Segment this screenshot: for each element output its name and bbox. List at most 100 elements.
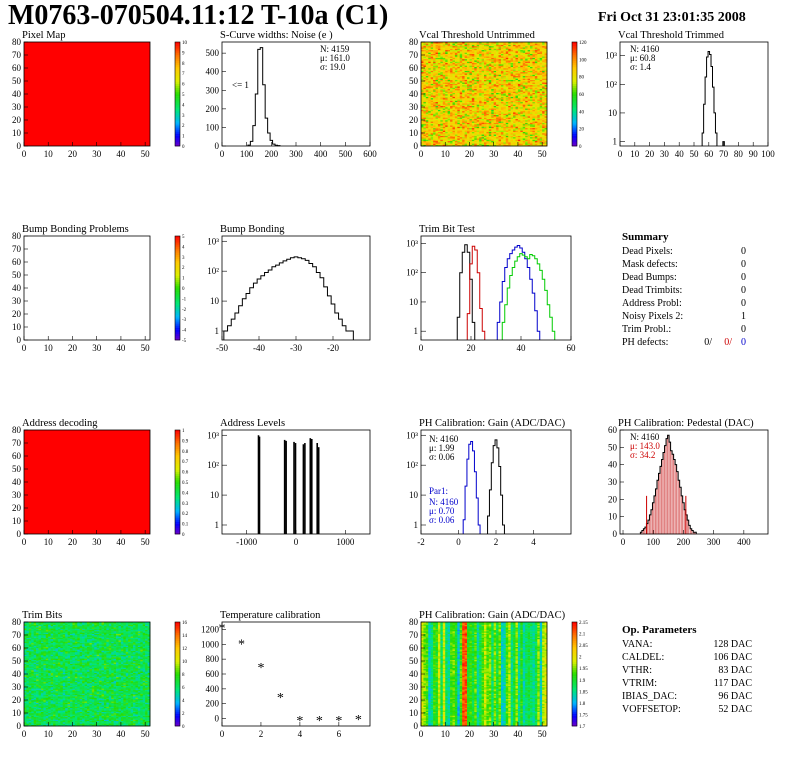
color-bar-segment xyxy=(175,445,180,447)
color-bar-segment xyxy=(572,140,577,142)
panel-title: Pixel Map xyxy=(22,30,65,41)
color-bar: -5-4-3-2-1012345 xyxy=(175,235,187,344)
panel-vcal-trimmed: Vcal Threshold Trimmed0 10 20 30 40 50 60 70 80 9… xyxy=(605,30,775,159)
color-bar-tick-label: -1 xyxy=(182,297,187,302)
y-tick-label: 10² xyxy=(605,79,617,89)
color-bar-tick-label: 0.1 xyxy=(182,523,189,528)
y-tick-label: 50 xyxy=(12,270,22,280)
histogram-series xyxy=(224,257,354,340)
y-tick-label: 80 xyxy=(12,425,22,435)
color-bar-segment xyxy=(175,129,180,131)
color-bar-segment xyxy=(175,115,180,117)
x-tick-label: 200 xyxy=(677,537,691,547)
color-bar-segment xyxy=(175,90,180,92)
color-bar-segment xyxy=(175,136,180,138)
y-tick-label: 10³ xyxy=(406,238,418,248)
color-bar-segment xyxy=(572,92,577,94)
plot-frame xyxy=(24,236,150,340)
x-tick-label: 0 xyxy=(419,343,424,353)
color-bar-tick-label: -5 xyxy=(182,339,187,344)
color-bar-segment xyxy=(175,307,180,309)
color-bar-segment xyxy=(175,75,180,77)
color-bar-segment xyxy=(175,67,180,69)
pedestal-bar xyxy=(677,472,679,534)
color-bar-segment xyxy=(175,315,180,317)
y-tick-label: 70 xyxy=(12,438,22,448)
x-tick-label: 30 xyxy=(660,149,670,159)
color-bar-tick-label: -4 xyxy=(182,329,187,334)
color-bar-segment xyxy=(175,121,180,123)
y-tick-label: 10 xyxy=(210,490,220,500)
color-bar-tick-label: 7 xyxy=(182,72,185,77)
color-bar-segment xyxy=(175,519,180,521)
y-tick-label: 50 xyxy=(12,464,22,474)
color-bar-segment xyxy=(175,125,180,127)
panel-title: Bump Bonding xyxy=(220,224,285,235)
color-bar-segment xyxy=(175,61,180,63)
color-bar-segment xyxy=(572,129,577,131)
x-tick-label: 40 xyxy=(116,537,126,547)
x-tick-label: 10 xyxy=(44,537,54,547)
stat2-title: Par1: xyxy=(429,486,448,496)
color-bar-segment xyxy=(175,459,180,461)
color-bar-segment xyxy=(175,236,180,238)
x-tick-label: 40 xyxy=(116,149,126,159)
y-tick-label: 500 xyxy=(206,48,220,58)
color-bar-segment xyxy=(572,44,577,46)
color-bar-segment xyxy=(175,265,180,267)
y-tick-label: 20 xyxy=(12,115,22,125)
color-bar-segment xyxy=(175,292,180,294)
color-bar-segment xyxy=(572,111,577,113)
color-bar-segment xyxy=(175,311,180,313)
x-tick-label: 1000 xyxy=(336,537,355,547)
color-bar-tick-label: 0.7 xyxy=(182,460,189,465)
y-tick-label: 1 xyxy=(414,520,419,530)
color-bar-segment xyxy=(175,273,180,275)
plot-frame xyxy=(421,236,571,340)
color-bar-tick-label: 10 xyxy=(182,41,188,46)
color-bar-segment xyxy=(572,52,577,54)
panel-title: PH Calibration: Gain (ADC/DAC) xyxy=(419,418,566,429)
y-tick-label: 60 xyxy=(12,63,22,73)
color-bar-tick-label: 1 xyxy=(182,135,185,140)
y-tick-label: 1 xyxy=(215,326,220,336)
heatmap-cells xyxy=(421,42,547,146)
pedestal-bar xyxy=(669,442,671,534)
x-tick-label: 20 xyxy=(68,537,78,547)
color-bar-tick-label: 9 xyxy=(182,51,185,56)
color-bar-segment xyxy=(175,54,180,56)
color-bar-segment xyxy=(175,528,180,530)
color-bar-segment xyxy=(175,447,180,449)
y-tick-label: 60 xyxy=(12,257,22,267)
color-bar-segment xyxy=(175,515,180,517)
x-tick-label: 10 xyxy=(630,149,640,159)
color-bar-segment xyxy=(175,472,180,474)
color-bar-tick-label: 6 xyxy=(182,83,185,88)
y-tick-label: 10 xyxy=(608,108,618,118)
color-bar-segment xyxy=(175,298,180,300)
color-bar-segment xyxy=(175,113,180,115)
y-tick-label: 10 xyxy=(409,490,419,500)
panel-title: Address Levels xyxy=(220,418,285,429)
x-tick-label: 20 xyxy=(467,343,477,353)
x-tick-label: 0 xyxy=(22,149,27,159)
y-tick-label: 0 xyxy=(215,141,220,151)
color-bar-segment xyxy=(175,240,180,242)
color-bar-tick-label: 0.4 xyxy=(182,491,189,496)
color-bar-tick-label: 0.6 xyxy=(182,471,189,476)
color-bar-tick-label: 0.3 xyxy=(182,502,189,507)
histogram-series xyxy=(463,441,480,534)
x-tick-label: 50 xyxy=(538,149,548,159)
color-bar-segment xyxy=(175,276,180,278)
color-bar-segment xyxy=(175,511,180,513)
color-bar-segment xyxy=(175,82,180,84)
pedestal-bar xyxy=(675,465,677,534)
color-bar-segment xyxy=(175,440,180,442)
y-tick-label: 10² xyxy=(406,268,418,278)
x-tick-label: 70 xyxy=(719,149,729,159)
y-tick-label: 10² xyxy=(406,460,418,470)
y-tick-label: 10 xyxy=(12,128,22,138)
color-bar-segment xyxy=(572,90,577,92)
